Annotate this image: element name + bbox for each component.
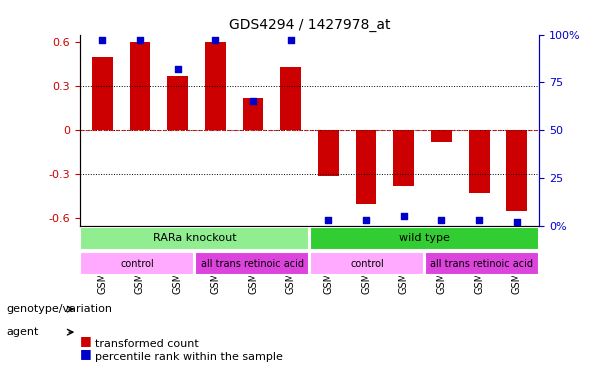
Bar	[431, 130, 452, 142]
Text: agent: agent	[6, 327, 39, 337]
Title: GDS4294 / 1427978_at: GDS4294 / 1427978_at	[229, 18, 390, 32]
Text: wild type: wild type	[399, 233, 450, 243]
Bar	[205, 42, 226, 130]
FancyBboxPatch shape	[310, 252, 424, 275]
Point	[324, 217, 333, 223]
FancyBboxPatch shape	[425, 252, 539, 275]
Point	[474, 217, 484, 223]
Text: ■: ■	[80, 334, 91, 347]
Text: transformed count: transformed count	[95, 339, 199, 349]
Bar	[92, 56, 113, 130]
Point	[135, 37, 145, 43]
Point	[361, 217, 371, 223]
Point	[399, 213, 409, 219]
Text: all trans retinoic acid: all trans retinoic acid	[200, 259, 303, 269]
Text: all trans retinoic acid: all trans retinoic acid	[430, 259, 533, 269]
Point	[512, 218, 522, 225]
Point	[248, 98, 258, 104]
Text: genotype/variation: genotype/variation	[6, 304, 112, 314]
Point	[436, 217, 446, 223]
Bar	[318, 130, 339, 175]
Bar	[506, 130, 527, 211]
Point	[97, 37, 107, 43]
Bar	[243, 98, 264, 130]
Point	[173, 66, 183, 72]
Bar	[280, 67, 301, 130]
Bar	[129, 42, 150, 130]
FancyBboxPatch shape	[80, 252, 194, 275]
Text: control: control	[350, 259, 384, 269]
Text: RARa knockout: RARa knockout	[153, 233, 237, 243]
FancyBboxPatch shape	[310, 227, 539, 250]
FancyBboxPatch shape	[196, 252, 309, 275]
Bar	[356, 130, 376, 204]
Point	[286, 37, 295, 43]
Point	[210, 37, 220, 43]
Text: percentile rank within the sample: percentile rank within the sample	[95, 352, 283, 362]
Text: ■: ■	[80, 347, 91, 360]
FancyBboxPatch shape	[80, 227, 309, 250]
Bar	[394, 130, 414, 186]
Bar	[469, 130, 490, 193]
Bar	[167, 76, 188, 130]
Text: control: control	[120, 259, 154, 269]
